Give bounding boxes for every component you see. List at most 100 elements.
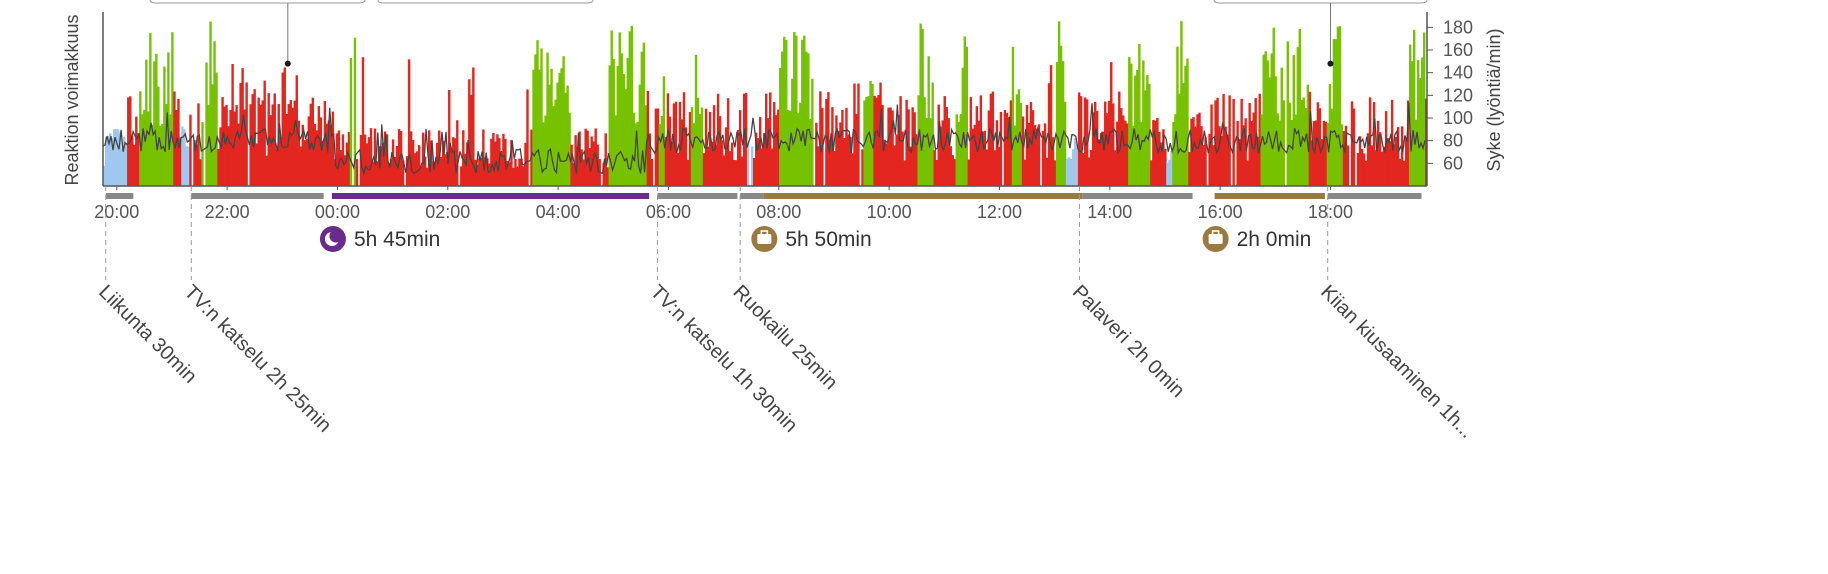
- reaction-bar: [941, 120, 944, 186]
- reaction-bar: [656, 108, 660, 186]
- reaction-bar: [714, 144, 718, 186]
- reaction-bar: [1021, 116, 1025, 186]
- reaction-bar: [127, 97, 130, 186]
- reaction-bar: [855, 113, 858, 186]
- reaction-bar: [442, 140, 445, 186]
- reaction-bar: [1306, 84, 1310, 186]
- reaction-bar: [1252, 112, 1255, 186]
- briefcase-icon-body: [1208, 234, 1223, 244]
- reaction-bar: [423, 156, 427, 186]
- reaction-bar: [257, 97, 260, 186]
- other-segment-bar: [1082, 193, 1193, 199]
- reaction-bar: [1278, 120, 1281, 186]
- reaction-bar: [275, 149, 278, 186]
- reaction-bar: [1007, 117, 1011, 186]
- reaction-bar: [710, 141, 714, 186]
- reaction-bar: [1055, 62, 1059, 186]
- reaction-bar: [1282, 100, 1285, 186]
- callout-box: [149, 0, 366, 4]
- reaction-bar: [518, 158, 521, 186]
- reaction-bar: [500, 150, 503, 186]
- reaction-bar: [624, 88, 627, 186]
- reaction-bar: [995, 120, 999, 186]
- reaction-bar: [411, 140, 415, 186]
- top-callouts: [149, 0, 1428, 4]
- reaction-bar: [931, 82, 934, 186]
- event-label: Kiian kiusaaminen 1h...: [1316, 281, 1478, 443]
- reaction-bar: [397, 129, 401, 186]
- reaction-bar: [696, 97, 700, 186]
- other-segment-bar: [191, 193, 324, 199]
- reaction-bar: [1051, 137, 1055, 186]
- reaction-bar: [331, 111, 335, 186]
- reaction-bar: [817, 146, 820, 186]
- reaction-bar: [1166, 162, 1169, 186]
- segment-duration-label: 5h 50min: [785, 228, 871, 251]
- reaction-bar: [448, 89, 451, 186]
- reaction-bar: [947, 118, 950, 186]
- reaction-bar: [592, 141, 595, 186]
- reaction-bar: [722, 155, 726, 186]
- reaction-bar: [249, 104, 252, 186]
- reaction-bar: [843, 137, 846, 186]
- reaction-bar: [620, 53, 623, 186]
- reaction-bar: [315, 130, 319, 186]
- reaction-bar: [470, 94, 473, 186]
- reaction-bar: [1168, 159, 1171, 186]
- reaction-bar: [825, 99, 828, 186]
- reaction-bar: [1288, 102, 1291, 186]
- reaction-bar: [478, 158, 481, 186]
- reaction-bar: [1220, 136, 1223, 186]
- reaction-bar: [999, 112, 1003, 186]
- reaction-bar: [466, 142, 469, 186]
- reaction-bar: [560, 68, 563, 186]
- reaction-bar: [851, 153, 854, 186]
- reaction-bar: [1218, 126, 1221, 186]
- reaction-bar: [1067, 157, 1071, 186]
- reaction-bar: [827, 92, 830, 186]
- reaction-bar: [1374, 150, 1378, 186]
- reaction-bar: [734, 160, 738, 186]
- reaction-bar: [809, 118, 812, 186]
- reaction-bar: [1164, 148, 1167, 186]
- reaction-bar: [1210, 104, 1213, 186]
- reaction-bar: [1108, 100, 1111, 186]
- reaction-bar: [1226, 134, 1229, 186]
- reaction-bar: [131, 135, 134, 186]
- other-segment-bar: [740, 193, 764, 199]
- reaction-bar: [155, 53, 158, 187]
- reaction-bar: [307, 116, 311, 186]
- reaction-bar: [1270, 53, 1273, 186]
- reaction-bar: [474, 159, 477, 186]
- reaction-bar: [492, 133, 495, 186]
- reaction-bar: [879, 82, 882, 186]
- reaction-bar: [801, 39, 804, 186]
- reaction-bar: [361, 57, 365, 187]
- reaction-bar: [724, 127, 728, 186]
- reaction-bar: [1049, 65, 1053, 186]
- reaction-bar: [436, 142, 439, 186]
- reaction-bar: [550, 68, 553, 186]
- reaction-bar: [502, 133, 505, 186]
- reaction-bar: [837, 130, 840, 186]
- reaction-bar: [484, 157, 487, 186]
- reaction-bar: [973, 124, 977, 186]
- reaction-bar: [153, 61, 156, 187]
- reaction-bar: [572, 163, 575, 186]
- reaction-bar: [829, 139, 832, 186]
- reaction-bar: [815, 122, 818, 186]
- reaction-bar: [365, 143, 369, 186]
- reaction-bar: [1224, 126, 1227, 186]
- reaction-bar: [1188, 152, 1191, 186]
- reaction-bar: [795, 35, 798, 186]
- reaction-bar: [1366, 133, 1370, 186]
- reaction-bar: [548, 84, 551, 186]
- reaction-bar: [612, 58, 615, 187]
- reaction-bar: [197, 103, 200, 186]
- reaction-bar: [339, 150, 343, 186]
- reaction-bar: [1236, 120, 1239, 186]
- reaction-bar: [301, 124, 305, 186]
- reaction-bar: [1182, 83, 1185, 186]
- reaction-bar: [662, 76, 666, 186]
- reaction-bar: [604, 133, 607, 186]
